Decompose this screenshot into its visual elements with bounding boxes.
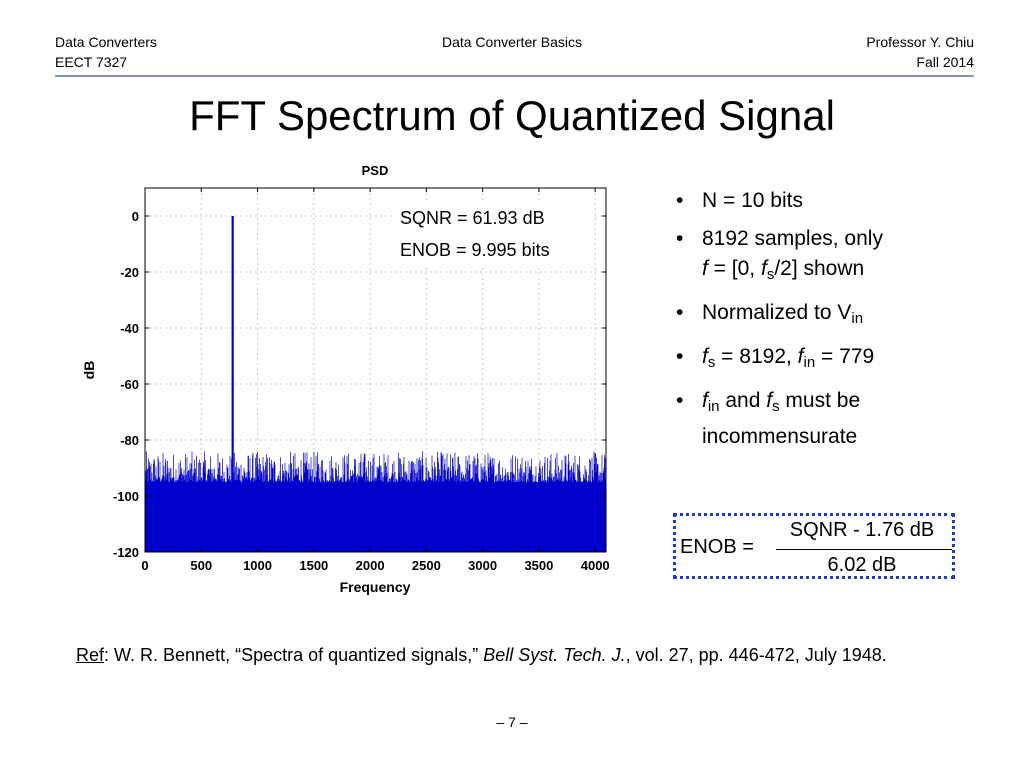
y-tick-label: -120 xyxy=(113,545,139,560)
page-number: – 7 – xyxy=(496,714,528,730)
y-tick-label: -60 xyxy=(120,377,139,392)
formula-denominator: 6.02 dB xyxy=(827,554,897,576)
reference-tag: Ref xyxy=(76,645,105,665)
bullet-frequencies: • fs = 8192, fin = 779 xyxy=(676,345,875,371)
header-divider xyxy=(55,75,974,77)
header-course: Data Converters EECT 7327 xyxy=(55,32,157,72)
noise-fill xyxy=(145,484,606,552)
x-tick-label: 3500 xyxy=(524,558,553,573)
enob-formula: ENOB = SQNR - 1.76 dB 6.02 dB xyxy=(676,516,952,576)
bullet-resolution: • N = 10 bits xyxy=(676,189,803,212)
y-tick-label: -20 xyxy=(120,265,139,280)
chart-title: PSD xyxy=(362,163,389,178)
header-term: Fall 2014 xyxy=(916,54,974,70)
reference: Ref: W. R. Bennett, “Spectra of quantize… xyxy=(76,645,887,665)
x-tick-label: 3000 xyxy=(468,558,497,573)
bullet-list: • N = 10 bits • 8192 samples, only f = [0,… xyxy=(676,186,996,460)
y-tick-label: -80 xyxy=(120,433,139,448)
y-tick-label: -40 xyxy=(120,321,139,336)
x-tick-label: 500 xyxy=(190,558,212,573)
x-axis-label: Frequency xyxy=(340,579,411,595)
noise-floor xyxy=(144,451,607,552)
annotation-box xyxy=(392,200,592,266)
header-course-code: EECT 7327 xyxy=(55,54,128,70)
enob-formula-box: ENOB = SQNR - 1.76 dB 6.02 dB xyxy=(673,513,955,579)
bullet-normalized: • Normalized to Vin xyxy=(676,301,864,327)
bullet-incommensurate: • fin and fs must be incommensurate xyxy=(676,389,861,448)
x-tick-label: 4000 xyxy=(581,558,610,573)
header-topic: Data Converter Basics xyxy=(441,34,583,50)
header-instructor: Professor Y. Chiu Fall 2014 xyxy=(866,32,974,72)
journal-name: Bell Syst. Tech. J. xyxy=(483,645,626,665)
x-tick-label: 2500 xyxy=(412,558,441,573)
sqnr-annotation: SQNR = 61.93 dB xyxy=(400,208,545,228)
enob-annotation: ENOB = 9.995 bits xyxy=(400,240,550,260)
formula-lhs: ENOB = xyxy=(680,536,754,558)
x-tick-label: 0 xyxy=(141,558,148,573)
x-tick-label: 1500 xyxy=(299,558,328,573)
header-professor: Professor Y. Chiu xyxy=(866,34,974,50)
bullet-samples: • 8192 samples, only f = [0, fs/2] shown xyxy=(676,227,883,283)
formula-numerator: SQNR - 1.76 dB xyxy=(789,519,935,541)
slide-title: FFT Spectrum of Quantized Signal xyxy=(189,92,835,139)
fraction-bar xyxy=(776,549,952,550)
x-tick-label: 1000 xyxy=(243,558,272,573)
x-tick-label: 2000 xyxy=(356,558,385,573)
y-tick-label: 0 xyxy=(132,209,139,224)
axis-ticks: 0 500 1000 1500 2000 2500 3000 3500 4000 0 -20 -40 -… xyxy=(113,188,610,573)
plot-frame xyxy=(144,187,607,553)
y-axis-label: dB xyxy=(81,361,97,380)
psd-chart: PSD 0 500 1000 1500 2000 2500 3000 3500 4000 0 -20… xyxy=(81,163,610,595)
y-tick-label: -100 xyxy=(113,489,139,504)
header-course-name: Data Converters xyxy=(55,34,157,50)
